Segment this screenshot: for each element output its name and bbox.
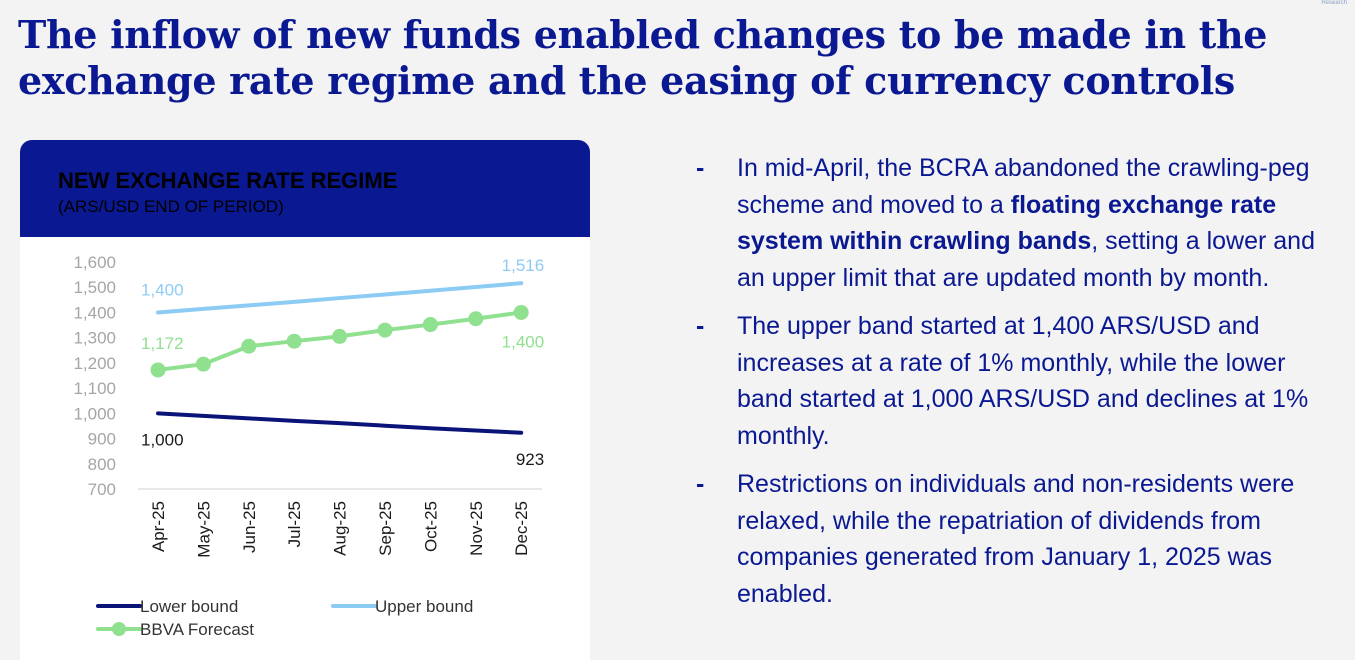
y-tick-label: 800 <box>88 455 116 474</box>
bullet-dash-icon: - <box>696 470 705 498</box>
slide-title-line-2: exchange rate regime and the easing of c… <box>18 58 1235 103</box>
data-label-upper: 1,400 <box>141 280 184 299</box>
y-tick-label: 1,200 <box>73 354 116 373</box>
series-point-forecast <box>332 328 348 344</box>
exchange-rate-chart: 1,600 1,500 1,400 1,300 1,200 1,100 1,000 900 80… <box>73 253 545 639</box>
x-tick-label: Jun-25 <box>240 501 259 553</box>
y-tick-label: 700 <box>88 480 116 499</box>
chart-title: NEW EXCHANGE RATE REGIME <box>58 168 398 193</box>
data-label-forecast: 1,400 <box>502 332 545 351</box>
series-point-forecast <box>513 304 529 320</box>
legend-marker-forecast <box>112 622 126 636</box>
series-point-forecast <box>241 338 257 354</box>
chart-subtitle: (ARS/USD END OF PERIOD) <box>58 197 284 216</box>
bullet-dash-icon: - <box>696 312 705 340</box>
y-tick-label: 900 <box>88 430 116 449</box>
slide-title: The inflow of new funds enabled changes … <box>18 12 1348 104</box>
legend-label-upper: Upper bound <box>375 597 473 616</box>
bullet-item: - Restrictions on individuals and non-re… <box>690 466 1340 612</box>
series-point-forecast <box>195 356 211 372</box>
series-point-forecast <box>150 362 166 378</box>
x-tick-label: Nov-25 <box>467 501 486 556</box>
x-tick-label: Oct-25 <box>421 501 440 552</box>
data-label-upper: 1,516 <box>502 256 545 275</box>
data-label-lower: 923 <box>516 450 544 469</box>
series-point-forecast <box>468 311 484 327</box>
bullet-dash-icon: - <box>696 154 705 182</box>
x-tick-label: Jul-25 <box>285 501 304 547</box>
slide-title-line-1: The inflow of new funds enabled changes … <box>18 12 1268 57</box>
legend-label-lower: Lower bound <box>140 597 238 616</box>
data-label-lower: 1,000 <box>141 430 184 449</box>
bullet-item: - In mid-April, the BCRA abandoned the c… <box>690 150 1340 296</box>
x-tick-label: Aug-25 <box>331 501 350 556</box>
chart-card-header <box>20 140 590 237</box>
y-tick-label: 1,100 <box>73 379 116 398</box>
data-label-forecast: 1,172 <box>141 334 184 353</box>
y-tick-label: 1,300 <box>73 329 116 348</box>
corner-mark: Research <box>1321 0 1347 6</box>
x-tick-label: May-25 <box>194 501 213 558</box>
x-tick-label: Apr-25 <box>149 501 168 552</box>
bullet-text: In mid-April, the BCRA abandoned the cra… <box>737 154 1315 292</box>
series-point-forecast <box>286 333 302 349</box>
chart-card: NEW EXCHANGE RATE REGIME (ARS/USD END OF… <box>20 140 590 660</box>
series-line-upper <box>156 281 524 315</box>
x-tick-label: Dec-25 <box>512 501 531 556</box>
y-tick-label: 1,500 <box>73 278 116 297</box>
legend-label-forecast: BBVA Forecast <box>140 620 254 639</box>
bullet-text: The upper band started at 1,400 ARS/USD … <box>737 312 1309 450</box>
y-tick-label: 1,600 <box>73 253 116 272</box>
y-tick-label: 1,400 <box>73 303 116 322</box>
series-point-forecast <box>422 317 438 333</box>
x-tick-label: Sep-25 <box>376 501 395 556</box>
y-tick-label: 1,000 <box>73 404 116 423</box>
series-line-lower <box>156 411 524 435</box>
bullet-text: Restrictions on individuals and non-resi… <box>737 470 1295 608</box>
bullet-list: - In mid-April, the BCRA abandoned the c… <box>690 150 1340 624</box>
bullet-item: - The upper band started at 1,400 ARS/US… <box>690 308 1340 454</box>
series-point-forecast <box>377 322 393 338</box>
